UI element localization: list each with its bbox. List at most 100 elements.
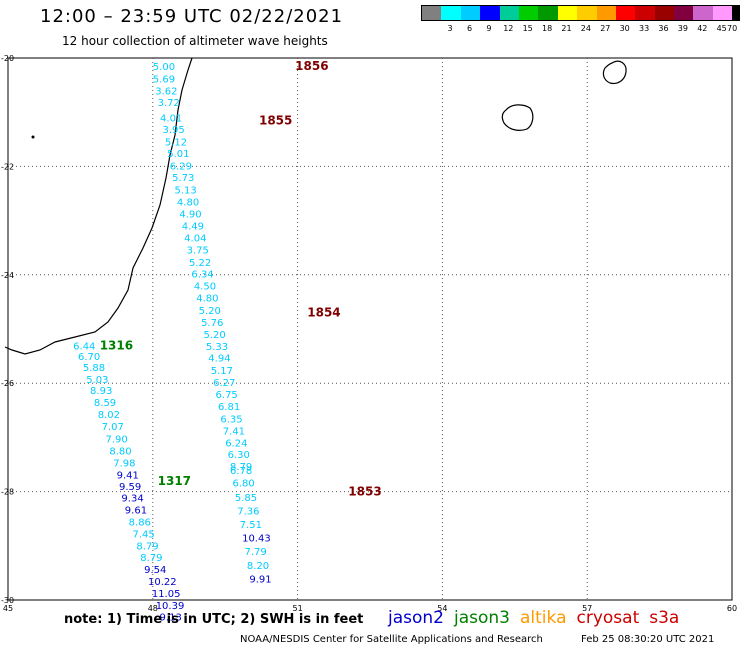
wave-height-value: 5.03 (86, 375, 108, 386)
legend-label: 9 (486, 24, 492, 33)
satellite-label-cryosat: cryosat (576, 608, 640, 628)
x-tick-label: 48 (148, 604, 158, 613)
legend-label: 39 (677, 24, 688, 33)
note-text: note: 1) Time is in UTC; 2) SWH is in fe… (64, 612, 364, 627)
wave-height-value: 5.69 (153, 75, 175, 86)
wave-height-value: 10.43 (242, 534, 271, 545)
pass-time-label: 1317 (158, 474, 191, 488)
wave-height-value: 9.59 (119, 482, 141, 493)
y-tick-label: -22 (1, 162, 14, 171)
wave-height-value: 5.88 (83, 363, 105, 374)
wave-height-value: 6.70 (78, 352, 100, 363)
wave-height-value: 5.13 (175, 186, 197, 197)
pass-time-label: 1316 (100, 338, 133, 352)
legend-label: 36 (658, 24, 669, 33)
legend-label: 45 (716, 24, 727, 33)
wave-height-value: 4.80 (177, 198, 199, 209)
y-tick-label: -30 (1, 596, 14, 605)
wave-height-value: 9.34 (121, 494, 143, 505)
legend-swatch (441, 6, 461, 20)
wave-height-value: 8.20 (247, 561, 269, 572)
legend-swatch (615, 6, 636, 20)
wave-height-value: 4.94 (208, 354, 230, 365)
y-tick-label: -24 (1, 271, 14, 280)
legend-label: 24 (580, 24, 591, 33)
legend-label: 6 (466, 24, 473, 33)
wave-height-value: 9.13 (160, 612, 182, 623)
legend-swatch (674, 6, 694, 20)
satellite-label-s3a: s3a (649, 608, 680, 628)
legend-swatches (421, 5, 740, 21)
wave-height-value: 5.17 (211, 366, 233, 377)
chart-subtitle: 12 hour collection of altimeter wave hei… (62, 34, 328, 48)
legend-label: 33 (639, 24, 650, 33)
wave-height-value: 6.27 (213, 378, 235, 389)
x-tick-label: 60 (727, 604, 737, 613)
wave-height-value: 8.79 (230, 462, 252, 473)
wave-height-value: 4.01 (160, 114, 182, 125)
legend-label: 27 (600, 24, 611, 33)
satellite-label-altika: altika (520, 608, 567, 628)
wave-height-value: 5.85 (235, 493, 257, 504)
legend-swatch (460, 6, 481, 20)
wave-height-value: 10.22 (148, 577, 177, 588)
wave-height-value: 7.90 (105, 434, 127, 445)
islet (31, 135, 35, 139)
wave-height-value: 5.20 (203, 330, 225, 341)
legend-label: 12 (503, 24, 514, 33)
wave-height-value: 6.35 (220, 414, 242, 425)
wave-height-value: 4.49 (182, 221, 204, 232)
legend-swatch (577, 6, 597, 20)
legend-swatch (557, 6, 578, 20)
legend-label: 30 (619, 24, 630, 33)
legend-swatch (732, 6, 740, 20)
legend-swatch (518, 6, 539, 20)
wave-height-value: 6.80 (232, 478, 254, 489)
wave-height-value: 5.22 (189, 258, 211, 269)
wave-height-value: 6.30 (228, 450, 250, 461)
pass-time-label: 1853 (348, 485, 381, 499)
wave-height-value: 6.34 (191, 270, 213, 281)
wave-height-value: 9.41 (117, 470, 139, 481)
wave-height-value: 8.86 (129, 517, 151, 528)
wave-height-value: 7.98 (113, 458, 135, 469)
wave-height-value: 5.73 (172, 173, 194, 184)
wave-height-value: 6.44 (73, 341, 95, 352)
x-tick-label: 51 (293, 604, 303, 613)
wave-height-value: 7.79 (245, 547, 267, 558)
satellite-label-jason2: jason2 (388, 608, 444, 628)
coastline (4, 57, 193, 355)
wave-height-value: 10.39 (156, 601, 185, 612)
wave-height-value: 6.78 (230, 466, 252, 477)
wave-height-value: 8.79 (136, 541, 158, 552)
satellite-legend: jason2 jason3 altika cryosat s3a (388, 608, 689, 628)
wave-height-value: 3.62 (155, 87, 177, 98)
wave-height-value: 8.79 (140, 553, 162, 564)
wave-height-value: 8.93 (90, 386, 112, 397)
wave-height-value: 5.76 (201, 318, 223, 329)
x-tick-label: 57 (582, 604, 592, 613)
wave-height-value: 4.50 (194, 282, 216, 293)
legend-swatch (499, 6, 519, 20)
wave-height-value: 6.29 (170, 161, 192, 172)
wave-height-value: 6.75 (216, 390, 238, 401)
wave-height-value: 8.59 (94, 398, 116, 409)
pass-time-label: 1855 (259, 113, 292, 127)
pass-time-label: 1856 (295, 59, 328, 73)
wave-height-value: 9.61 (125, 505, 147, 516)
legend-label: 18 (542, 24, 553, 33)
legend-swatch (480, 6, 500, 20)
x-tick-label: 54 (437, 604, 447, 613)
wave-height-value: 5.33 (206, 342, 228, 353)
wave-height-value: 4.04 (184, 233, 206, 244)
wave-height-value: 7.36 (237, 507, 259, 518)
wave-height-value: 6.24 (225, 438, 247, 449)
plot-frame (7, 57, 733, 601)
legend-swatch (635, 6, 655, 20)
pass-time-label: 1854 (307, 306, 340, 320)
wave-height-value: 3.75 (187, 245, 209, 256)
legend-swatch (422, 6, 442, 20)
footer-timestamp: Feb 25 08:30:20 UTC 2021 (581, 634, 715, 645)
